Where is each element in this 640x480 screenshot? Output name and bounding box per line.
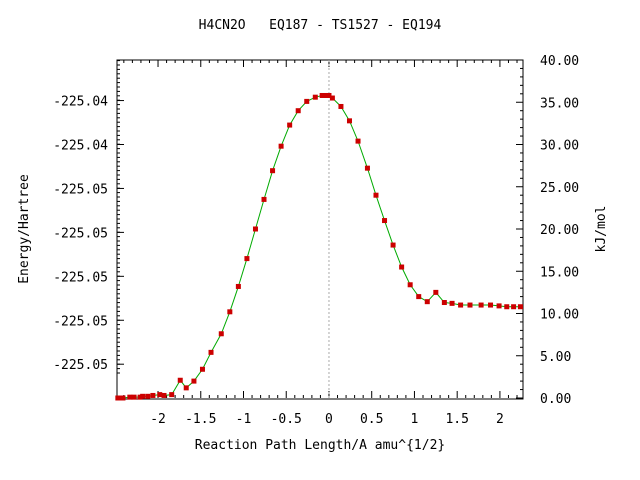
left-tick-label: -225.05: [53, 226, 108, 241]
left-tick-label: -225.04: [53, 139, 108, 154]
data-point: [488, 302, 494, 308]
data-point: [278, 143, 284, 149]
data-point: [227, 309, 233, 315]
data-point: [169, 392, 175, 398]
x-tick-label: -1: [236, 412, 252, 427]
data-point: [346, 118, 352, 124]
x-tick-label: 1.5: [445, 412, 468, 427]
left-tick-label: -225.05: [53, 270, 108, 285]
data-point: [145, 393, 151, 399]
x-tick-label: 2: [496, 412, 504, 427]
data-point: [140, 393, 146, 399]
data-point: [235, 283, 241, 289]
data-point: [373, 192, 379, 198]
data-point: [399, 264, 405, 270]
data-point: [117, 395, 123, 401]
data-point: [338, 103, 344, 109]
right-tick-label: 25.00: [540, 181, 579, 196]
data-point: [270, 168, 276, 174]
data-point: [199, 366, 205, 372]
data-point: [191, 378, 197, 384]
left-tick-label: -225.05: [53, 182, 108, 197]
data-point: [433, 289, 439, 295]
data-point: [177, 377, 183, 383]
chart-title: H4CN2O EQ187 - TS1527 - EQ194: [198, 18, 442, 33]
data-point: [244, 256, 250, 262]
data-point: [504, 304, 510, 310]
x-tick-label: 0.5: [360, 412, 383, 427]
right-tick-label: 10.00: [540, 308, 579, 323]
data-point: [115, 395, 121, 401]
series-line: [117, 94, 521, 399]
x-tick-label: -1.5: [185, 412, 216, 427]
data-point: [161, 392, 167, 398]
tick-labels: -2 -1.5 -1 -0.5 0 0.5 1 1.5 20.005.0010.0015.002…: [53, 54, 579, 427]
x-axis-label: Reaction Path Length/A amu^{1/2}: [194, 438, 446, 453]
data-point: [441, 300, 447, 306]
data-point: [137, 394, 143, 400]
data-point: [127, 394, 133, 400]
x-tick-label: -0.5: [271, 412, 302, 427]
data-point: [120, 395, 126, 401]
data-point: [287, 122, 293, 128]
data-point: [478, 302, 484, 308]
data-point: [150, 392, 156, 398]
right-tick-label: 5.00: [540, 350, 571, 365]
data-point: [364, 165, 370, 171]
x-tick-label: -2: [150, 412, 166, 427]
right-tick-label: 20.00: [540, 223, 579, 238]
data-point: [319, 92, 325, 98]
data-point: [218, 331, 224, 337]
right-tick-label: 35.00: [540, 96, 579, 111]
data-point: [407, 282, 413, 288]
data-point: [261, 196, 267, 202]
data-point: [312, 94, 318, 100]
data-point: [424, 299, 430, 305]
data-point: [304, 98, 310, 104]
y-axis-label-right: kJ/mol: [594, 205, 609, 253]
data-point: [517, 304, 523, 310]
data-point: [252, 226, 258, 232]
left-tick-label: -225.04: [53, 95, 108, 110]
y-axis-label-left: Energy/Hartree: [17, 174, 32, 284]
data-point: [131, 394, 137, 400]
right-tick-label: 15.00: [540, 265, 579, 280]
data-point: [157, 392, 163, 398]
data-point: [323, 92, 329, 98]
data-point: [511, 304, 517, 310]
axis-ticks: [117, 59, 523, 399]
data-point: [416, 294, 422, 300]
plot-frame: [116, 59, 524, 400]
right-tick-label: 40.00: [540, 54, 579, 69]
data-point: [208, 349, 214, 355]
data-point: [295, 108, 301, 114]
left-tick-label: -225.05: [53, 314, 108, 329]
data-point: [467, 302, 473, 308]
data-point: [496, 303, 502, 309]
data-point: [382, 218, 388, 224]
x-tick-label: 0: [325, 412, 333, 427]
right-tick-label: 0.00: [540, 392, 571, 407]
right-tick-label: 30.00: [540, 139, 579, 154]
data-point: [449, 300, 455, 306]
data-point: [329, 95, 335, 101]
data-point: [390, 242, 396, 248]
data-point: [355, 138, 361, 144]
left-tick-label: -225.05: [53, 358, 108, 373]
data-points: [115, 92, 523, 401]
x-tick-label: 1: [411, 412, 419, 427]
data-point: [183, 385, 189, 391]
data-point: [326, 92, 332, 98]
data-point: [458, 302, 464, 308]
